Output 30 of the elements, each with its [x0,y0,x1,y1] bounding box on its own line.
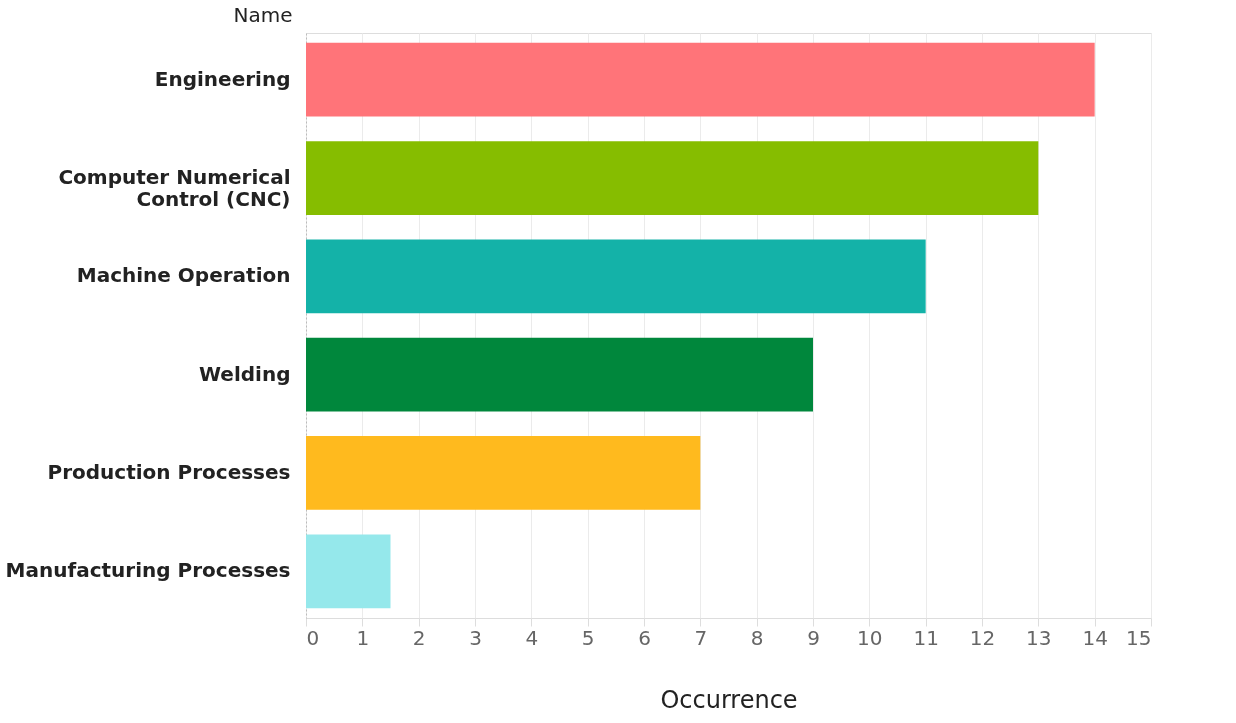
x-tick-label: 6 [638,625,651,650]
y-tick-label: Manufacturing Processes [5,558,291,583]
bar [306,534,391,609]
x-tick-label: 13 [1026,625,1052,650]
x-axis-title: Occurrence [660,685,798,714]
x-tick-label: 15 [1126,625,1152,650]
x-tick-label: 10 [857,625,883,650]
x-tick-label: 12 [969,625,996,650]
y-tick-label: Production Processes [47,459,291,484]
y-tick-label: Computer Numerical Control (CNC) [58,165,291,212]
bar [306,436,701,510]
x-tick-label: 2 [412,625,426,650]
x-tick-label: 4 [525,625,539,650]
bar [306,42,1095,117]
x-tick-label: 0 [306,625,320,650]
x-tick-label: 7 [694,625,708,650]
bar [306,337,813,412]
bar [306,141,1039,215]
x-tick-label: 3 [469,625,482,650]
x-tick-label: 11 [913,625,939,650]
x-tick-label: 9 [807,625,820,650]
bar [306,239,926,314]
y-tick-label: Machine Operation [76,263,291,288]
y-axis-title: Name [233,2,293,27]
x-tick-label: 14 [1082,625,1108,650]
x-tick-label: 8 [750,625,764,650]
y-tick-label: Engineering [154,66,291,91]
x-tick-label: 5 [581,625,595,650]
y-tick-label: Welding [199,361,291,386]
x-tick-label: 1 [356,625,370,650]
